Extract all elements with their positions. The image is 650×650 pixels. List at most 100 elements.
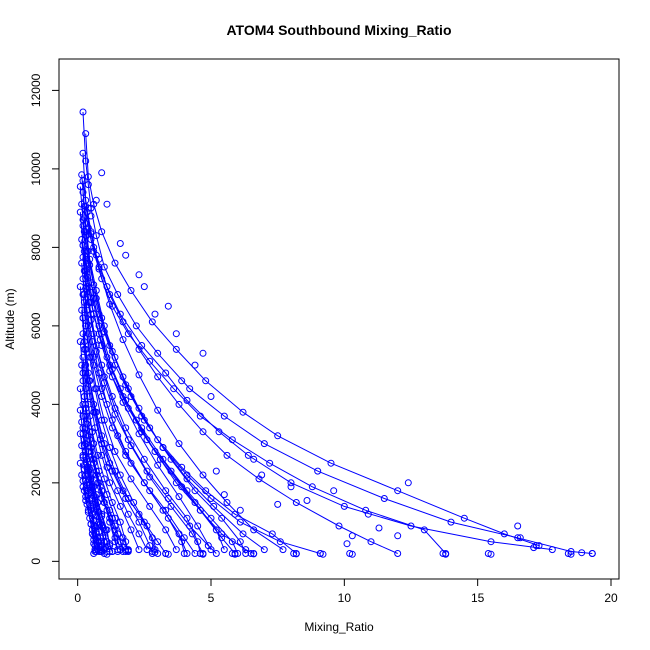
data-point	[487, 550, 495, 558]
data-point	[138, 424, 146, 432]
data-point	[212, 526, 220, 534]
data-point	[442, 550, 450, 558]
x-tick-label: 5	[208, 591, 215, 605]
data-point	[143, 522, 151, 530]
data-point	[108, 514, 116, 522]
data-point	[138, 412, 146, 420]
data-point	[162, 526, 170, 534]
data-point	[108, 424, 116, 432]
data-point	[220, 412, 228, 420]
data-point	[82, 477, 90, 485]
data-point	[500, 530, 508, 538]
data-point	[220, 491, 228, 499]
data-point	[228, 538, 236, 546]
data-point	[80, 345, 88, 353]
data-point	[196, 412, 204, 420]
series	[79, 483, 99, 555]
data-point	[76, 459, 84, 467]
data-point	[162, 369, 170, 377]
data-point	[167, 502, 175, 510]
data-point	[84, 330, 92, 338]
series-line	[82, 486, 96, 552]
data-point	[178, 463, 186, 471]
data-point	[188, 530, 196, 538]
data-point	[106, 479, 114, 487]
data-point	[183, 550, 191, 557]
data-point	[175, 530, 183, 538]
data-point	[127, 526, 135, 534]
data-point	[106, 540, 114, 548]
data-point	[343, 540, 351, 548]
data-point	[76, 338, 84, 346]
x-tick-label: 15	[471, 591, 485, 605]
data-point	[207, 393, 215, 400]
data-point	[135, 271, 143, 279]
data-point	[175, 493, 183, 501]
series	[82, 412, 130, 555]
data-point	[276, 538, 284, 546]
data-point	[84, 508, 92, 516]
data-point	[172, 345, 180, 353]
data-point	[287, 483, 295, 491]
series	[82, 369, 132, 555]
data-point	[367, 538, 375, 546]
data-point	[87, 520, 95, 528]
data-point	[127, 459, 135, 467]
data-point	[86, 261, 94, 269]
data-point	[82, 157, 90, 165]
series-line	[85, 416, 127, 552]
data-point	[102, 526, 110, 534]
data-point	[90, 540, 98, 548]
series	[82, 130, 543, 550]
data-point	[164, 550, 172, 558]
data-point	[223, 451, 231, 459]
data-point	[84, 204, 92, 212]
data-point	[79, 275, 87, 283]
data-point	[287, 479, 295, 487]
data-point	[78, 442, 86, 450]
x-tick-label: 10	[338, 591, 352, 605]
data-point	[94, 499, 102, 506]
data-point	[87, 212, 95, 220]
data-point	[90, 243, 98, 251]
y-axis-label: Altitude (m)	[3, 288, 17, 349]
data-point	[90, 550, 98, 557]
data-point	[76, 183, 84, 190]
series	[82, 322, 159, 554]
data-point	[108, 499, 116, 506]
data-point	[178, 538, 186, 546]
data-point	[98, 451, 106, 459]
series-line	[82, 257, 204, 554]
series-line	[83, 349, 148, 550]
series	[79, 108, 596, 557]
data-point	[180, 550, 188, 557]
data-point	[80, 436, 88, 444]
data-point	[92, 347, 100, 355]
data-point	[143, 467, 151, 475]
data-point	[279, 546, 287, 554]
data-point	[151, 310, 159, 318]
data-point	[348, 532, 356, 540]
data-point	[162, 487, 170, 495]
points-layer	[82, 169, 596, 558]
y-tick-label: 0	[29, 558, 43, 565]
data-point	[268, 530, 276, 538]
data-point	[191, 550, 199, 557]
data-point	[247, 550, 255, 557]
chart-title: ATOM4 Southbound Mixing_Ratio	[226, 22, 451, 38]
series-line	[82, 317, 153, 554]
data-point	[218, 514, 226, 522]
data-point	[98, 361, 106, 369]
data-point	[88, 530, 96, 538]
data-point	[79, 314, 87, 322]
data-point	[130, 499, 138, 506]
data-point	[140, 283, 148, 291]
data-point	[394, 550, 402, 557]
data-point	[140, 479, 148, 487]
series-line	[82, 153, 553, 551]
data-point	[100, 475, 108, 483]
data-point	[514, 522, 522, 530]
data-point	[327, 459, 335, 467]
data-point	[183, 475, 191, 483]
data-point	[167, 467, 175, 475]
